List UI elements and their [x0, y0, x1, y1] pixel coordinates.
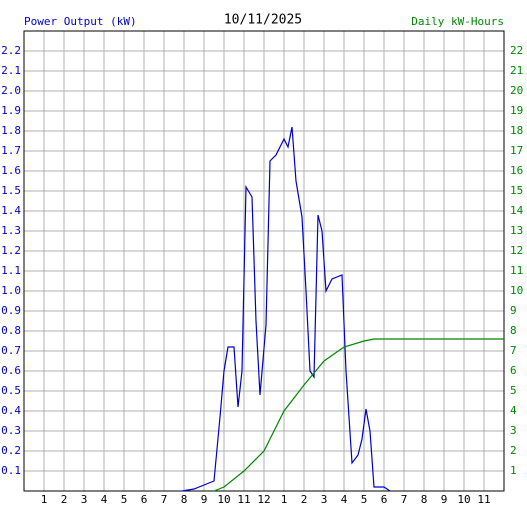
- x-tick-label: 1: [41, 493, 48, 506]
- x-tick-label: 7: [401, 493, 408, 506]
- y-tick-label: 2.1: [1, 64, 21, 77]
- y-tick-label: 1.8: [1, 124, 21, 137]
- y-tick-label: 0.3: [1, 424, 21, 437]
- x-tick-label: 6: [381, 493, 388, 506]
- x-tick-label: 7: [161, 493, 168, 506]
- y-tick-label: 0.5: [1, 384, 21, 397]
- chart-title: 10/11/2025: [224, 13, 302, 28]
- x-tick-label: 8: [181, 493, 188, 506]
- x-tick-label: 1: [281, 493, 288, 506]
- y-tick-label: 0.1: [1, 464, 21, 477]
- y-tick-label: 1.3: [1, 224, 21, 237]
- plot-border: [23, 30, 505, 492]
- x-tick-label: 6: [141, 493, 148, 506]
- y2-tick-label: 7: [510, 344, 517, 357]
- y2-tick-label: 10: [510, 284, 523, 297]
- y2-tick-label: 21: [510, 64, 523, 77]
- y2-tick-label: 4: [510, 404, 517, 417]
- y2-tick-label: 2: [510, 444, 517, 457]
- x-tick-label: 9: [441, 493, 448, 506]
- x-tick-label: 5: [361, 493, 368, 506]
- y-tick-label: 1.6: [1, 164, 21, 177]
- y2-tick-label: 3: [510, 424, 517, 437]
- y2-axis-label: Daily kW-Hours: [411, 15, 504, 28]
- x-tick-label: 4: [341, 493, 348, 506]
- y-tick-label: 0.9: [1, 304, 21, 317]
- y-tick-label: 1.1: [1, 264, 21, 277]
- x-tick-label: 11: [477, 493, 490, 506]
- x-tick-label: 12: [257, 493, 270, 506]
- y2-tick-label: 6: [510, 364, 517, 377]
- x-tick-label: 3: [81, 493, 88, 506]
- x-tick-label: 9: [201, 493, 208, 506]
- x-tick-label: 2: [301, 493, 308, 506]
- x-tick-label: 10: [457, 493, 470, 506]
- y2-tick-label: 5: [510, 384, 517, 397]
- y-tick-label: 1.2: [1, 244, 21, 257]
- y2-tick-label: 12: [510, 244, 523, 257]
- y-tick-label: 0.4: [1, 404, 21, 417]
- x-tick-label: 2: [61, 493, 68, 506]
- series-line: [181, 126, 391, 492]
- y2-tick-label: 20: [510, 84, 523, 97]
- y-tick-label: 0.6: [1, 364, 21, 377]
- y2-tick-label: 11: [510, 264, 523, 277]
- x-tick-label: 8: [421, 493, 428, 506]
- x-tick-label: 11: [237, 493, 250, 506]
- y-tick-label: 1.9: [1, 104, 21, 117]
- x-tick-label: 4: [101, 493, 108, 506]
- y2-tick-label: 8: [510, 324, 517, 337]
- y-tick-label: 2.0: [1, 84, 21, 97]
- y2-tick-label: 17: [510, 144, 523, 157]
- y-tick-label: 0.2: [1, 444, 21, 457]
- y2-tick-label: 18: [510, 124, 523, 137]
- y2-tick-label: 16: [510, 164, 523, 177]
- y-tick-label: 0.8: [1, 324, 21, 337]
- y2-tick-label: 22: [510, 44, 523, 57]
- y-tick-label: 1.4: [1, 204, 21, 217]
- x-tick-label: 10: [217, 493, 230, 506]
- y-tick-label: 1.5: [1, 184, 21, 197]
- y2-tick-label: 15: [510, 184, 523, 197]
- y-tick-label: 0.7: [1, 344, 21, 357]
- y2-tick-label: 9: [510, 304, 517, 317]
- series-line: [213, 338, 504, 492]
- x-tick-label: 5: [121, 493, 128, 506]
- y-axis-label: Power Output (kW): [24, 15, 137, 28]
- y2-tick-label: 13: [510, 224, 523, 237]
- y2-tick-label: 1: [510, 464, 517, 477]
- y-tick-label: 1.0: [1, 284, 21, 297]
- y2-tick-label: 14: [510, 204, 524, 217]
- y-tick-label: 1.7: [1, 144, 21, 157]
- y-tick-label: 2.2: [1, 44, 21, 57]
- y2-tick-label: 19: [510, 104, 523, 117]
- x-tick-label: 3: [321, 493, 328, 506]
